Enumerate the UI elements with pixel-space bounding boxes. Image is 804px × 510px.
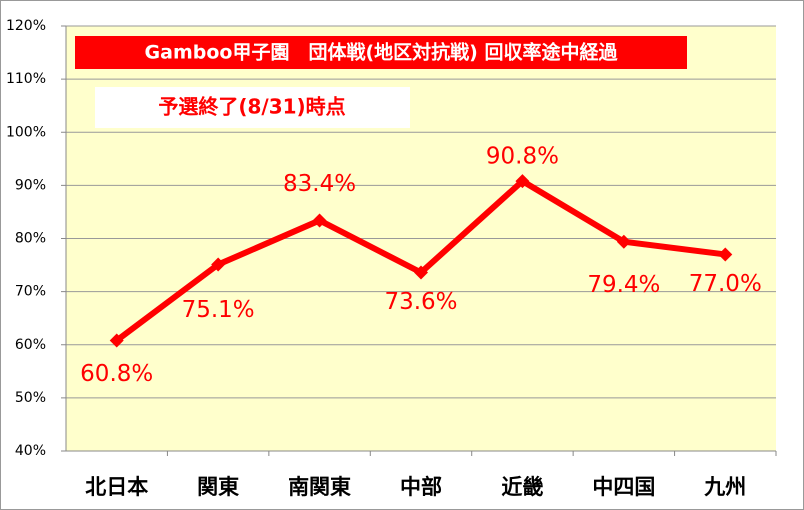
data-label: 60.8% — [80, 361, 153, 387]
marker — [616, 234, 631, 249]
y-tick-label: 120% — [6, 18, 46, 34]
y-tick-label: 60% — [15, 337, 46, 353]
y-tick-label: 80% — [15, 231, 46, 247]
x-tick-label: 九州 — [703, 475, 746, 499]
chart-subtitle: 予選終了(8/31)時点 — [158, 95, 345, 119]
data-label: 79.4% — [587, 272, 660, 298]
x-tick-label: 中部 — [400, 475, 442, 499]
grid — [61, 25, 777, 456]
data-label: 73.6% — [384, 289, 457, 315]
marker — [312, 213, 327, 228]
marker — [515, 174, 530, 189]
marker — [109, 333, 124, 348]
x-tick-label: 中四国 — [592, 475, 655, 499]
x-tick-label: 近畿 — [501, 475, 543, 499]
y-tick-label: 100% — [6, 124, 46, 140]
y-tick-label: 90% — [15, 177, 46, 193]
x-tick-label: 北日本 — [85, 475, 148, 499]
x-tick-label: 南関東 — [288, 475, 351, 499]
y-tick-label: 70% — [15, 284, 46, 300]
marker — [211, 257, 226, 272]
data-label: 77.0% — [689, 271, 762, 297]
data-label: 90.8% — [486, 144, 559, 170]
marker — [414, 265, 428, 280]
subtitle-box — [95, 87, 410, 128]
y-tick-label: 40% — [15, 443, 46, 459]
x-tick-label: 関東 — [197, 475, 239, 499]
data-label: 83.4% — [283, 171, 356, 197]
title-box — [75, 36, 687, 69]
y-tick-label: 50% — [15, 390, 46, 406]
chart-title: Gamboo甲子園 団体戦(地区対抗戦) 回収率途中経過 — [145, 41, 619, 64]
data-label: 75.1% — [182, 297, 255, 323]
marker — [718, 247, 733, 262]
y-tick-label: 110% — [6, 71, 46, 87]
